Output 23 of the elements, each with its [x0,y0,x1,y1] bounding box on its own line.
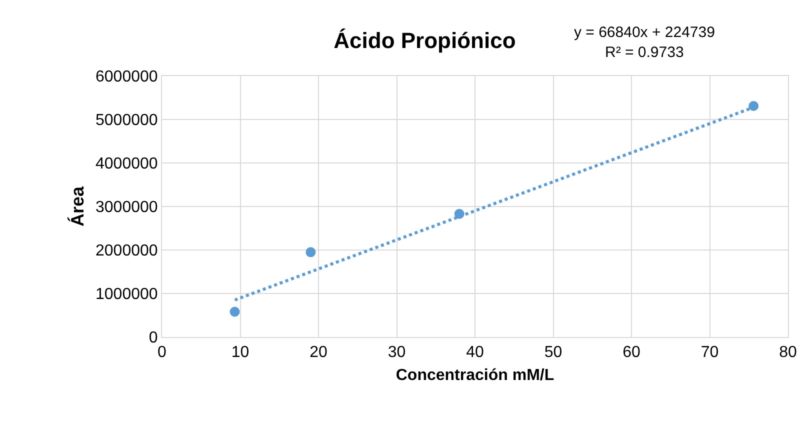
y-tick-label: 0 [148,330,158,347]
y-tick-label: 6000000 [96,68,158,86]
x-tick-label: 50 [544,344,562,362]
x-tick-label: 30 [388,344,406,362]
x-axis-title: Concentración mM/L [396,366,554,384]
x-tick-label: 80 [779,344,797,362]
text: R² = 0.9733 [605,44,684,61]
y-tick-label: 5000000 [96,112,158,130]
text: y = 66840x + 224739 [574,24,715,41]
y-tick-label: 2000000 [96,242,158,260]
point [306,247,316,258]
x-tick-label: 60 [622,344,640,362]
x-tick-label: 20 [310,344,328,362]
point [748,101,759,112]
x-tick-label: 40 [466,344,484,362]
y-tick-label: 1000000 [96,286,158,304]
y-axis-title: Área [68,186,88,227]
y-tick-label: 4000000 [96,156,158,173]
point [230,306,240,317]
x-tick-label: 10 [231,344,250,362]
y-tick-label: 3000000 [96,199,158,216]
chart-title: Ácido Propiónico [334,28,516,53]
x-tick-label: 70 [700,344,719,362]
